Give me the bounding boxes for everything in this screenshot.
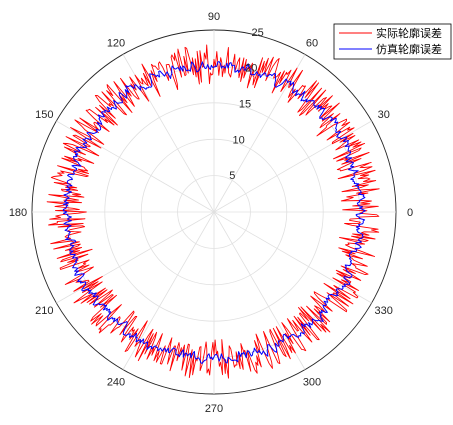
- theta-grid-spoke-300: [213, 211, 306, 370]
- theta-tick-label-90: 90: [208, 11, 220, 23]
- legend-label-simulated: 仿真轮廓误差: [376, 42, 442, 56]
- axis-labels: 0 30 60 90 120 150 180 210 240 270 300 330 5 10 15 20 25: [9, 11, 413, 415]
- theta-tick-label-120: 120: [107, 37, 125, 49]
- series-line-actual: [46, 44, 380, 379]
- series-line-simulated: [62, 61, 366, 364]
- theta-tick-label-60: 60: [306, 37, 318, 49]
- r-tick-label-20: 20: [245, 63, 257, 75]
- theta-tick-label-270: 270: [205, 403, 223, 415]
- theta-tick-label-330: 330: [375, 305, 393, 317]
- theta-tick-label-240: 240: [107, 377, 125, 389]
- legend: 实际轮廓误差 仿真轮廓误差: [333, 23, 452, 60]
- theta-tick-label-150: 150: [35, 109, 53, 121]
- legend-label-actual: 实际轮廓误差: [376, 26, 442, 40]
- theta-tick-label-300: 300: [303, 377, 321, 389]
- r-tick-label-5: 5: [229, 170, 235, 182]
- theta-tick-label-180: 180: [9, 207, 27, 219]
- r-tick-label-10: 10: [233, 134, 245, 146]
- theta-grid-spoke-330: [213, 211, 372, 304]
- legend-box: [333, 23, 452, 60]
- r-tick-label-15: 15: [239, 98, 251, 110]
- theta-tick-label-210: 210: [35, 305, 53, 317]
- theta-grid-spoke-30: [213, 120, 372, 213]
- r-tick-label-25: 25: [251, 27, 263, 39]
- theta-tick-label-0: 0: [407, 207, 413, 219]
- theta-tick-label-30: 30: [378, 109, 390, 121]
- theta-grid-spoke-60: [213, 54, 306, 213]
- series-lines: [46, 44, 380, 379]
